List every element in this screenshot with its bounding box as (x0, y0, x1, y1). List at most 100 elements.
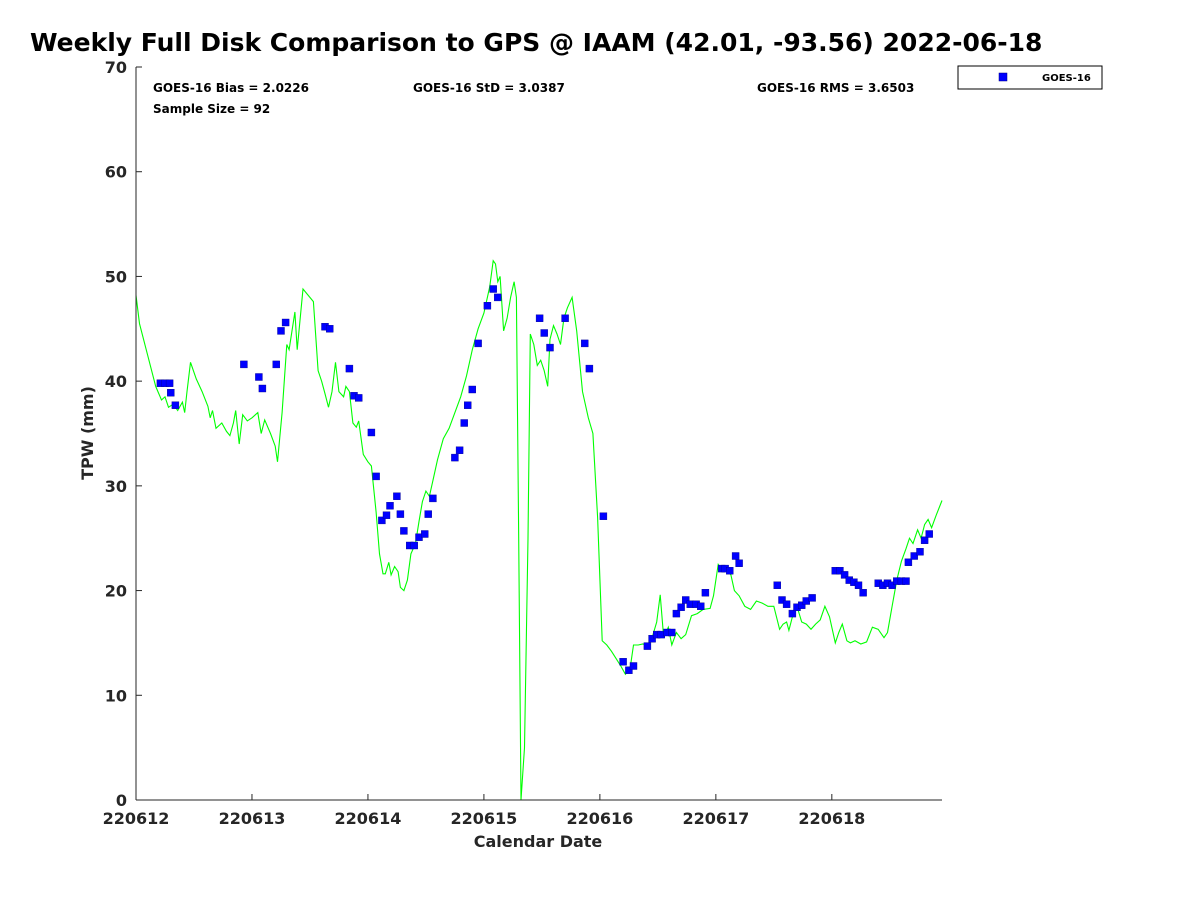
goes16-point (535, 314, 544, 322)
goes16-point (255, 373, 263, 381)
goes16-point (326, 325, 334, 333)
x-axis-label: Calendar Date (474, 832, 603, 851)
goes16-point (731, 552, 740, 560)
x-tick-label: 220614 (335, 809, 402, 828)
goes16-point (468, 385, 476, 394)
goes16-point (561, 314, 569, 322)
y-tick-label: 70 (105, 58, 127, 77)
goes16-point (367, 428, 376, 437)
goes16-point (773, 581, 781, 589)
y-tick-label: 0 (116, 791, 127, 810)
goes16-point (258, 384, 267, 393)
goes16-point (888, 581, 896, 589)
x-tick-label: 220616 (566, 809, 633, 828)
goes16-point (474, 339, 482, 348)
goes16-point (345, 364, 354, 373)
goes16-point (798, 601, 806, 609)
goes16-point (788, 609, 797, 618)
goes16-point (925, 530, 933, 538)
goes16-point (836, 567, 844, 575)
goes16-point (648, 635, 656, 643)
goes16-point (668, 628, 676, 637)
goes16-point (355, 394, 363, 402)
goes16-point (599, 512, 608, 520)
goes16-point (410, 541, 418, 550)
x-tick-label: 220613 (219, 809, 286, 828)
stat-std: GOES-16 StD = 3.0387 (413, 81, 565, 95)
goes16-point (382, 511, 391, 519)
legend: GOES-16 (957, 65, 1103, 90)
goes16-point (281, 318, 290, 327)
y-ticks: 0 10 20 30 40 50 60 70 (105, 58, 142, 810)
goes16-point (455, 446, 464, 454)
stat-rms: GOES-16 RMS = 3.6503 (757, 81, 914, 95)
gps-series-line (135, 259, 943, 801)
stat-sample-size: Sample Size = 92 (153, 102, 270, 116)
goes16-point (386, 502, 394, 510)
y-tick-label: 10 (105, 686, 127, 705)
goes16-point (396, 510, 405, 518)
goes16-point (726, 567, 734, 575)
goes16-point (672, 609, 681, 618)
goes16-point (902, 577, 910, 585)
goes16-point (682, 596, 690, 604)
goes16-point (483, 302, 492, 310)
goes16-point (272, 360, 280, 369)
goes16-point (171, 401, 180, 409)
goes16-point (629, 662, 638, 670)
goes16-point (778, 596, 786, 604)
y-tick-label: 60 (105, 163, 127, 182)
legend-marker-goes16 (998, 72, 1008, 82)
goes16-point (585, 364, 594, 373)
goes16-point (625, 666, 633, 674)
x-tick-label: 220617 (682, 809, 749, 828)
goes16-point (464, 401, 472, 409)
x-tick-label: 220618 (798, 809, 865, 828)
goes16-point (167, 389, 175, 397)
y-tick-label: 50 (105, 267, 127, 286)
chart-title: Weekly Full Disk Comparison to GPS @ IAA… (30, 28, 1043, 57)
x-tick-label: 220612 (103, 809, 170, 828)
goes16-point (372, 472, 380, 481)
x-tick-label: 220615 (451, 809, 518, 828)
goes16-point (859, 589, 867, 597)
goes16-point (540, 329, 548, 337)
goes16-point (424, 510, 432, 518)
goes16-point (277, 327, 285, 335)
goes16-point (581, 339, 589, 348)
legend-label-goes16: GOES-16 (1042, 73, 1091, 84)
goes16-point (904, 558, 913, 566)
goes16-point (400, 527, 408, 535)
goes16-point (643, 642, 652, 650)
goes16-point (910, 552, 918, 560)
goes16-point (421, 530, 429, 538)
y-tick-label: 40 (105, 372, 127, 391)
stat-bias: GOES-16 Bias = 2.0226 (153, 81, 309, 95)
goes16-point (165, 379, 174, 387)
goes16-point (460, 419, 468, 427)
goes16-point (854, 581, 863, 589)
x-ticks: 220612 220613 220614 220615 220616 220617 2206… (103, 794, 865, 828)
legend-box (957, 65, 1103, 90)
y-tick-label: 20 (105, 582, 127, 601)
y-axis-label: TPW (mm) (78, 386, 97, 480)
goes16-point (916, 548, 924, 556)
goes16-point (920, 536, 929, 544)
goes16-point (494, 293, 502, 302)
goes16-point (378, 516, 386, 525)
goes16-point (240, 360, 248, 369)
goes-series-layer (156, 285, 933, 674)
axes (135, 67, 942, 801)
goes16-point (489, 285, 497, 293)
goes16-point (451, 453, 459, 462)
goes16-point (808, 594, 816, 602)
goes16-point (546, 343, 554, 352)
gps-series-layer (135, 259, 943, 801)
goes16-point (393, 492, 401, 500)
goes16-point (701, 589, 710, 597)
goes16-point (840, 571, 849, 579)
goes16-point (735, 559, 743, 567)
goes16-point (429, 494, 437, 503)
goes16-point (697, 602, 705, 610)
